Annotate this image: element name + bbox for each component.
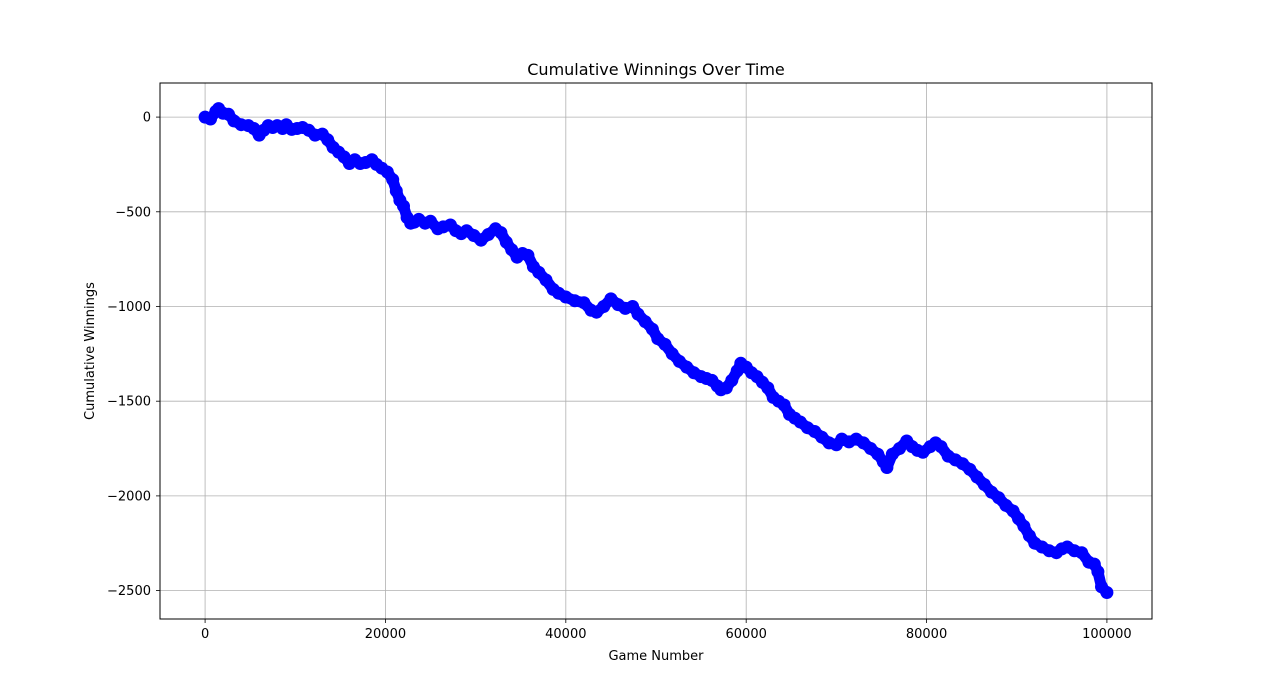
data-point [521, 248, 535, 262]
x-tick-label: 60000 [726, 627, 767, 642]
y-axis-label: Cumulative Winnings [83, 282, 98, 420]
x-tick-label: 100000 [1082, 627, 1132, 642]
y-tick-label: −2500 [107, 584, 151, 599]
series-layer [198, 102, 1114, 599]
x-tick-label: 0 [201, 627, 209, 642]
data-point [494, 226, 508, 240]
data-point [761, 381, 775, 395]
data-point [777, 398, 791, 412]
grid-lines [160, 83, 1152, 619]
y-tick-label: 0 [143, 111, 151, 126]
x-tick-label: 80000 [906, 627, 947, 642]
data-point [725, 373, 739, 387]
data-point [386, 173, 400, 187]
data-point [397, 199, 410, 213]
y-tick-label: −1000 [107, 300, 151, 315]
data-point [658, 337, 672, 351]
x-axis-label: Game Number [608, 649, 704, 664]
x-tick-label: 40000 [545, 627, 586, 642]
data-point [1100, 586, 1114, 599]
data-point [1075, 546, 1089, 560]
y-tick-label: −500 [115, 205, 151, 220]
chart-title: Cumulative Winnings Over Time [527, 60, 785, 79]
x-tick-label: 20000 [365, 627, 406, 642]
tick-layer: 0 20000 40000 60000 80000 100000 0 −500 −1000 −15… [107, 111, 1132, 642]
y-tick-label: −2000 [107, 489, 151, 504]
data-point [539, 273, 553, 287]
y-tick-label: −1500 [107, 395, 151, 410]
plot-frame [159, 82, 1153, 620]
data-point [1017, 519, 1031, 533]
data-point [1091, 565, 1105, 579]
data-point [880, 461, 894, 474]
data-point [934, 440, 948, 454]
data-point [645, 322, 659, 336]
